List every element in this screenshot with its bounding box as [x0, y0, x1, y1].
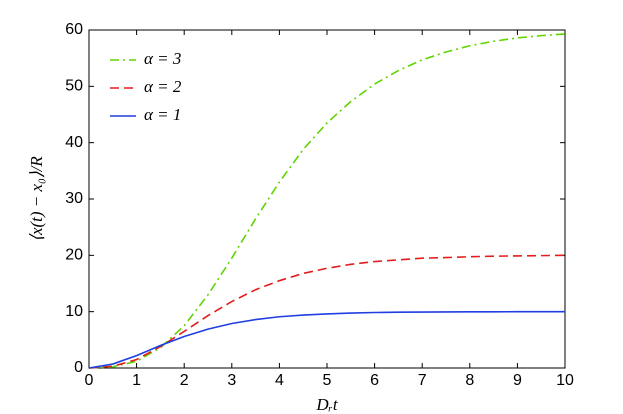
x-tick-label: 9 [513, 372, 522, 389]
y-tick-label: 40 [65, 134, 83, 151]
x-tick-label: 6 [370, 372, 379, 389]
y-tick-label: 0 [74, 359, 83, 376]
y-tick-label: 20 [65, 247, 83, 264]
x-tick-label: 10 [556, 372, 574, 389]
x-tick-label: 7 [418, 372, 427, 389]
y-tick-label: 10 [65, 303, 83, 320]
x-tick-label: 0 [85, 372, 94, 389]
legend-label: α = 1 [144, 105, 181, 124]
x-tick-label: 4 [275, 372, 284, 389]
legend-label: α = 2 [144, 77, 182, 96]
x-axis-label: Dᵣt [315, 395, 338, 414]
x-tick-label: 2 [180, 372, 189, 389]
y-tick-label: 50 [65, 78, 83, 95]
x-tick-label: 8 [465, 372, 474, 389]
x-tick-label: 1 [132, 372, 141, 389]
x-tick-label: 5 [323, 372, 332, 389]
line-series [88, 33, 566, 369]
x-tick-label: 3 [227, 372, 236, 389]
y-axis-label: ⟨x(t) − x₀⟩/R [27, 156, 46, 242]
line-series [88, 254, 566, 369]
y-tick-label: 30 [65, 190, 83, 207]
y-tick-label: 60 [65, 21, 83, 38]
legend-label: α = 3 [144, 49, 181, 68]
line-series [88, 310, 565, 369]
